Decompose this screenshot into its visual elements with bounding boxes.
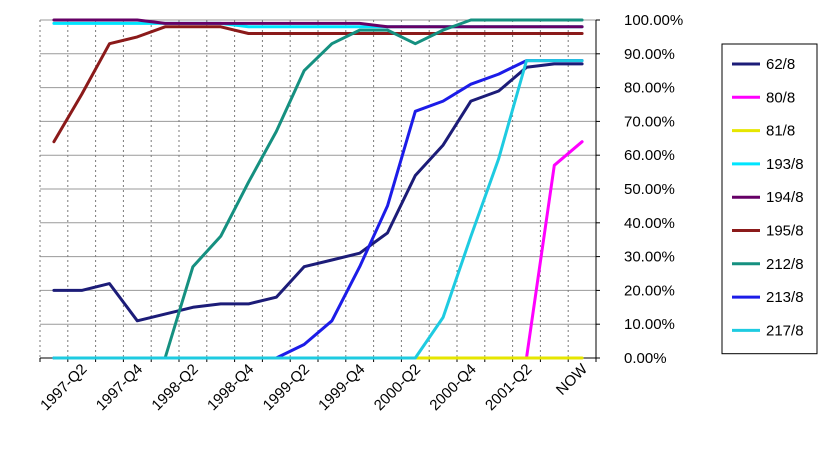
y-tick-label: 100.00% bbox=[624, 12, 683, 29]
y-tick-label: 0.00% bbox=[624, 350, 667, 367]
legend-label: 62/8 bbox=[766, 56, 795, 73]
grid bbox=[39, 19, 597, 359]
series-line-217-8 bbox=[52, 59, 584, 360]
x-tick-label: 2000-Q2 bbox=[371, 361, 424, 414]
y-axis-tick-labels: 0.00% 10.00% 20.00% 30.00% 40.00% 50.00% 60.00… bbox=[624, 12, 683, 367]
x-tick-label: 1997-Q4 bbox=[93, 361, 146, 414]
legend-label: 195/8 bbox=[766, 223, 804, 240]
series-line-194-8 bbox=[52, 18, 584, 29]
x-tick-label: 1999-Q2 bbox=[260, 361, 313, 414]
x-tick-label: 2000-Q4 bbox=[426, 361, 479, 414]
y-tick-label: 90.00% bbox=[624, 46, 675, 63]
legend-label: 81/8 bbox=[766, 123, 795, 140]
legend-label: 217/8 bbox=[766, 322, 804, 339]
legend-label: 194/8 bbox=[766, 189, 804, 206]
y-tick-label: 60.00% bbox=[624, 147, 675, 164]
x-tick-label: 1998-Q2 bbox=[148, 361, 201, 414]
series-line-80-8 bbox=[525, 140, 584, 360]
y-tick-label: 70.00% bbox=[624, 113, 675, 130]
legend-label: 80/8 bbox=[766, 89, 795, 106]
y-tick-label: 40.00% bbox=[624, 215, 675, 232]
x-tick-label: 1998-Q4 bbox=[204, 361, 257, 414]
x-tick-label: 1997-Q2 bbox=[37, 361, 90, 414]
legend-box bbox=[721, 43, 818, 355]
axes bbox=[39, 19, 600, 362]
x-tick-label: 2001-Q2 bbox=[482, 361, 535, 414]
legend: 62/8 80/8 81/8 193/8 194/8 195/8 212/8 213/8 217… bbox=[721, 43, 818, 355]
y-tick-label: 30.00% bbox=[624, 249, 675, 266]
legend-label: 193/8 bbox=[766, 156, 804, 173]
legend-label: 213/8 bbox=[766, 289, 804, 306]
x-axis-tick-labels: 1997-Q2 1997-Q4 1998-Q2 1998-Q4 1999-Q2 1999-… bbox=[37, 360, 591, 414]
x-tick-label: 1999-Q4 bbox=[315, 361, 368, 414]
y-tick-label: 10.00% bbox=[624, 316, 675, 333]
series-line-195-8 bbox=[52, 25, 584, 144]
y-tick-label: 50.00% bbox=[624, 181, 675, 198]
x-tick-label: NOW bbox=[553, 360, 592, 399]
y-tick-label: 20.00% bbox=[624, 282, 675, 299]
y-tick-label: 80.00% bbox=[624, 80, 675, 97]
legend-label: 212/8 bbox=[766, 256, 804, 273]
series-lines bbox=[52, 18, 584, 360]
series-line-62-8 bbox=[52, 62, 584, 323]
